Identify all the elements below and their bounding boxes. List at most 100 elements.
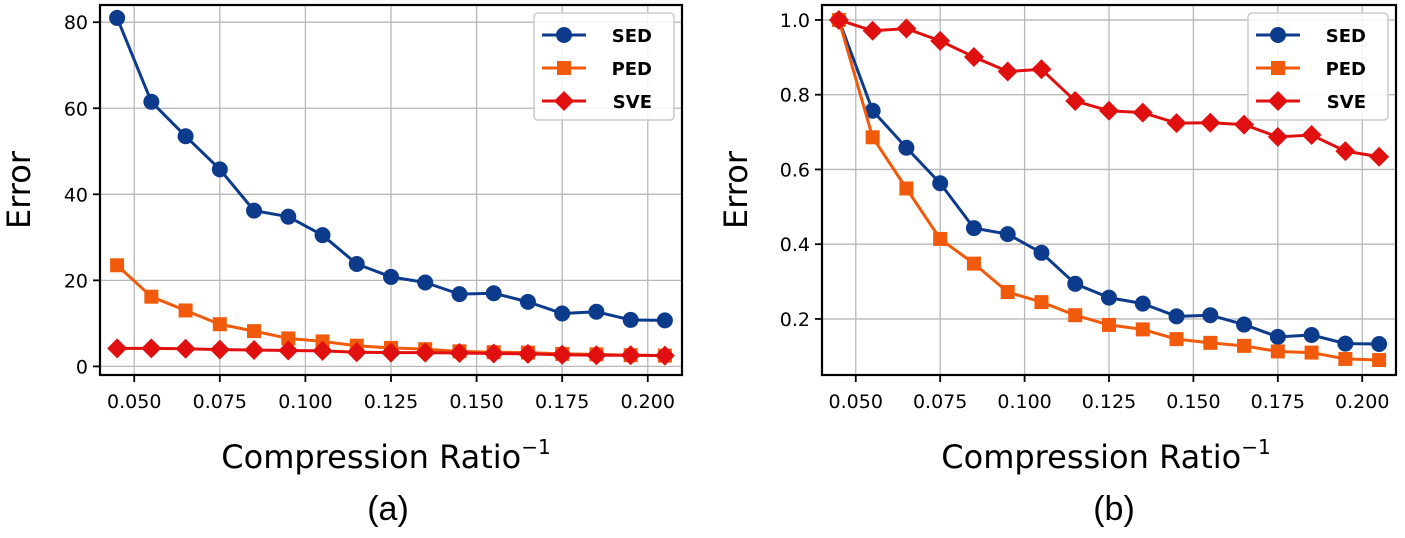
data-point-sed <box>519 293 536 310</box>
legend-label-sed: SED <box>612 26 652 47</box>
chart-caption: (a) <box>367 490 409 528</box>
data-point-ped <box>1034 295 1049 310</box>
data-point-sve <box>896 18 917 39</box>
data-point-sed <box>588 303 605 320</box>
data-point-sed <box>1033 244 1050 261</box>
x-axis-title-main: Compression Ratio <box>941 438 1241 476</box>
data-point-sve <box>278 340 299 361</box>
x-axis-title-main: Compression Ratio <box>221 438 521 476</box>
data-point-sed <box>864 102 881 119</box>
data-point-ped <box>1169 332 1184 347</box>
data-point-sve <box>1301 125 1322 146</box>
data-point-sve <box>862 20 883 41</box>
x-axis-title-exponent: −1 <box>521 435 550 459</box>
data-point-sed <box>898 139 915 156</box>
x-tick-label: 0.075 <box>193 391 247 413</box>
x-tick-label: 0.100 <box>278 391 332 413</box>
data-point-ped <box>1000 285 1015 300</box>
data-point-sed <box>1269 328 1286 345</box>
y-axis-title: Error <box>0 150 38 229</box>
x-axis-title: Compression Ratio−1 <box>941 435 1270 476</box>
data-point-sve <box>586 345 607 366</box>
data-point-ped <box>281 331 296 346</box>
x-tick-label: 0.200 <box>621 391 675 413</box>
legend-marker-ped <box>1271 61 1285 75</box>
y-tick-label: 40 <box>64 184 88 206</box>
data-point-sve <box>963 46 984 67</box>
y-tick-label: 20 <box>64 270 88 292</box>
legend-label-sve: SVE <box>613 92 652 113</box>
data-point-sve <box>244 340 265 361</box>
data-point-sve <box>1335 141 1356 162</box>
data-point-sed <box>965 220 982 237</box>
data-point-sed <box>417 274 434 291</box>
x-tick-label: 0.100 <box>997 391 1051 413</box>
legend: SED PED SVE <box>533 12 675 121</box>
data-point-sve <box>1267 126 1288 147</box>
data-point-sve <box>1099 100 1119 121</box>
legend-marker-sve <box>1268 91 1288 111</box>
x-tick-label: 0.150 <box>1166 391 1220 413</box>
data-point-ped <box>1203 335 1218 350</box>
data-point-sed <box>280 208 297 225</box>
legend-label-ped: PED <box>612 59 652 80</box>
data-point-sed <box>999 226 1016 243</box>
chart-b: 0.050 0.075 0.100 0.125 0.150 0.175 0.200 0.2 0.… <box>717 3 1398 528</box>
data-point-sve <box>312 340 333 361</box>
x-tick-label: 0.125 <box>1082 391 1136 413</box>
data-point-ped <box>865 130 880 145</box>
legend-marker-ped <box>557 61 571 75</box>
data-point-sed <box>314 227 331 244</box>
data-point-sve <box>107 338 128 359</box>
data-point-sve <box>828 9 849 30</box>
data-point-ped <box>1304 345 1319 360</box>
data-point-sve <box>517 343 538 364</box>
chart-a: 0.050 0.075 0.100 0.125 0.150 0.175 0.200 0 20 40… <box>0 3 684 528</box>
data-point-sve <box>483 343 504 364</box>
data-point-ped <box>247 324 262 339</box>
legend-marker-sed <box>1270 27 1286 43</box>
data-point-sed <box>1101 289 1117 306</box>
data-point-sed <box>1168 308 1185 325</box>
data-point-sve <box>1166 113 1187 134</box>
data-point-sve <box>552 344 573 365</box>
data-point-ped <box>1102 317 1116 332</box>
x-tick-label: 0.175 <box>1251 391 1305 413</box>
x-axis-title-exponent: −1 <box>1241 435 1270 459</box>
y-tick-label: 0.6 <box>780 159 810 181</box>
data-point-sed <box>622 311 639 328</box>
data-point-sed <box>143 93 160 110</box>
y-tick-label: 0.2 <box>780 309 810 331</box>
x-tick-label: 0.175 <box>535 391 589 413</box>
data-point-sve <box>997 61 1018 82</box>
data-point-sed <box>1303 327 1320 344</box>
legend-label-ped: PED <box>1326 59 1366 80</box>
data-point-sed <box>211 161 228 178</box>
data-point-sve <box>209 339 230 360</box>
data-point-sed <box>1236 316 1253 333</box>
data-point-sve <box>1200 112 1221 133</box>
data-point-sve <box>381 342 401 363</box>
x-tick-label: 0.200 <box>1335 391 1389 413</box>
data-point-sed <box>554 305 571 322</box>
data-point-sed <box>932 175 949 192</box>
x-tick-label: 0.050 <box>829 391 883 413</box>
data-point-sve <box>930 30 951 51</box>
data-point-ped <box>1338 351 1353 366</box>
y-tick-label: 60 <box>64 98 88 120</box>
data-point-sed <box>246 202 263 219</box>
legend-label-sed: SED <box>1326 26 1366 47</box>
data-point-ped <box>110 258 125 273</box>
data-point-sve <box>654 345 675 366</box>
data-point-sve <box>1132 102 1153 123</box>
data-point-sve <box>346 342 367 363</box>
data-point-sed <box>383 268 399 285</box>
x-tick-label: 0.150 <box>449 391 503 413</box>
data-point-ped <box>1237 338 1252 353</box>
data-point-sve <box>1031 59 1052 80</box>
legend-marker-sve <box>554 91 574 111</box>
data-point-sed <box>1067 275 1084 292</box>
data-point-sve <box>1065 91 1086 112</box>
